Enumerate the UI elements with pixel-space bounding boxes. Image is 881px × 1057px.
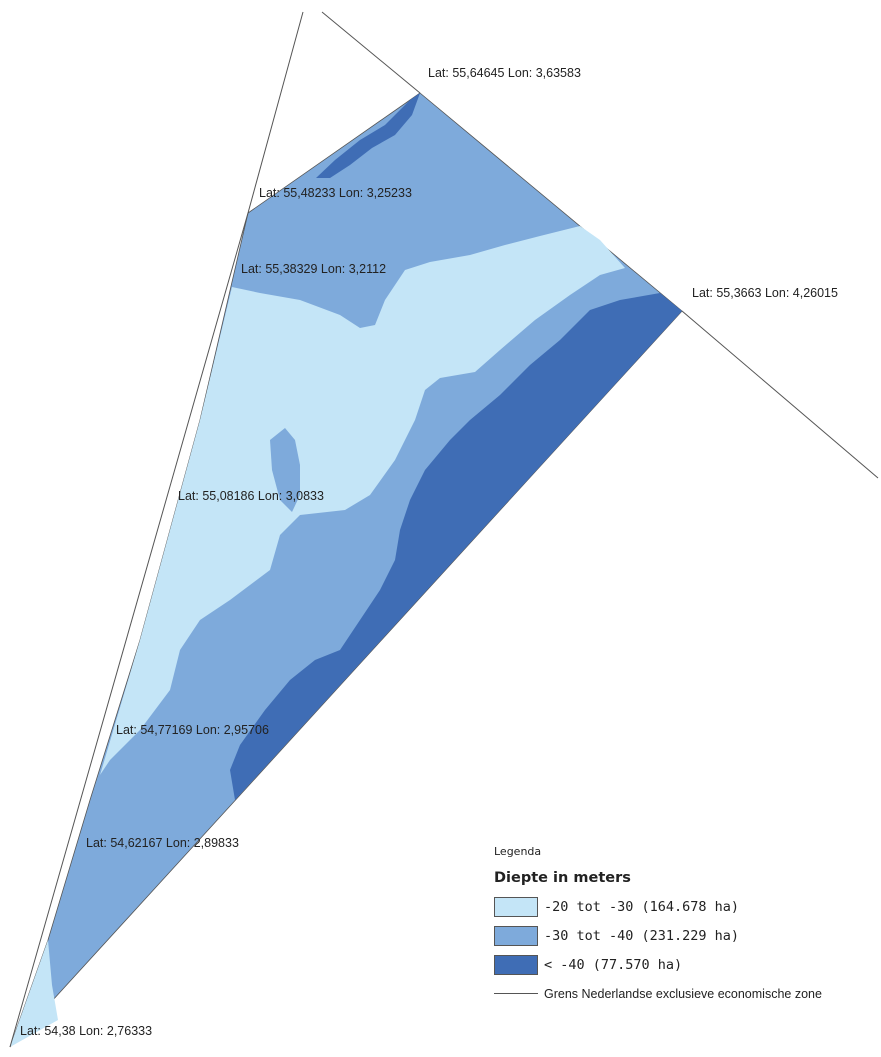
coord-label: Lat: 55,48233 Lon: 3,25233 — [259, 186, 412, 200]
legend-item: -30 tot -40 (231.229 ha) — [494, 921, 879, 950]
legend-subtitle: Diepte in meters — [494, 870, 631, 886]
coord-label: Lat: 54,38 Lon: 2,76333 — [20, 1024, 153, 1038]
legend-title: Legenda — [494, 845, 542, 858]
legend-line-sample — [494, 993, 538, 994]
coord-label: Lat: 55,64645 Lon: 3,63583 — [428, 66, 581, 80]
legend-swatch — [494, 925, 538, 946]
eez-boundary — [9, 11, 879, 1048]
legend-swatch — [494, 954, 538, 975]
region-20-30-tip — [10, 940, 58, 1047]
legend-line-label: Grens Nederlandse exclusieve economische… — [544, 986, 822, 1001]
region-40-top — [316, 93, 420, 178]
legend-label: -20 tot -30 (164.678 ha) — [544, 898, 740, 915]
region-20-30-main — [100, 226, 625, 775]
coord-label: Lat: 55,08186 Lon: 3,0833 — [178, 489, 324, 503]
legend-item: -20 tot -30 (164.678 ha) — [494, 892, 879, 921]
legend-item: < -40 (77.570 ha) — [494, 950, 879, 979]
coord-label: Lat: 55,3663 Lon: 4,26015 — [692, 286, 838, 300]
region-40-right — [230, 293, 682, 800]
map-legend: Legenda Diepte in meters -20 tot -30 (16… — [494, 845, 879, 1008]
legend-label: < -40 (77.570 ha) — [544, 956, 683, 973]
legend-label: -30 tot -40 (231.229 ha) — [544, 927, 740, 944]
legend-line-item: Grens Nederlandse exclusieve economische… — [494, 979, 879, 1008]
coord-label: Lat: 54,77169 Lon: 2,95706 — [116, 723, 269, 737]
coord-label: Lat: 54,62167 Lon: 2,89833 — [86, 836, 239, 850]
region-30-40-tongue — [270, 428, 300, 512]
legend-swatch — [494, 896, 538, 917]
coord-label: Lat: 55,38329 Lon: 3,2112 — [241, 262, 387, 276]
